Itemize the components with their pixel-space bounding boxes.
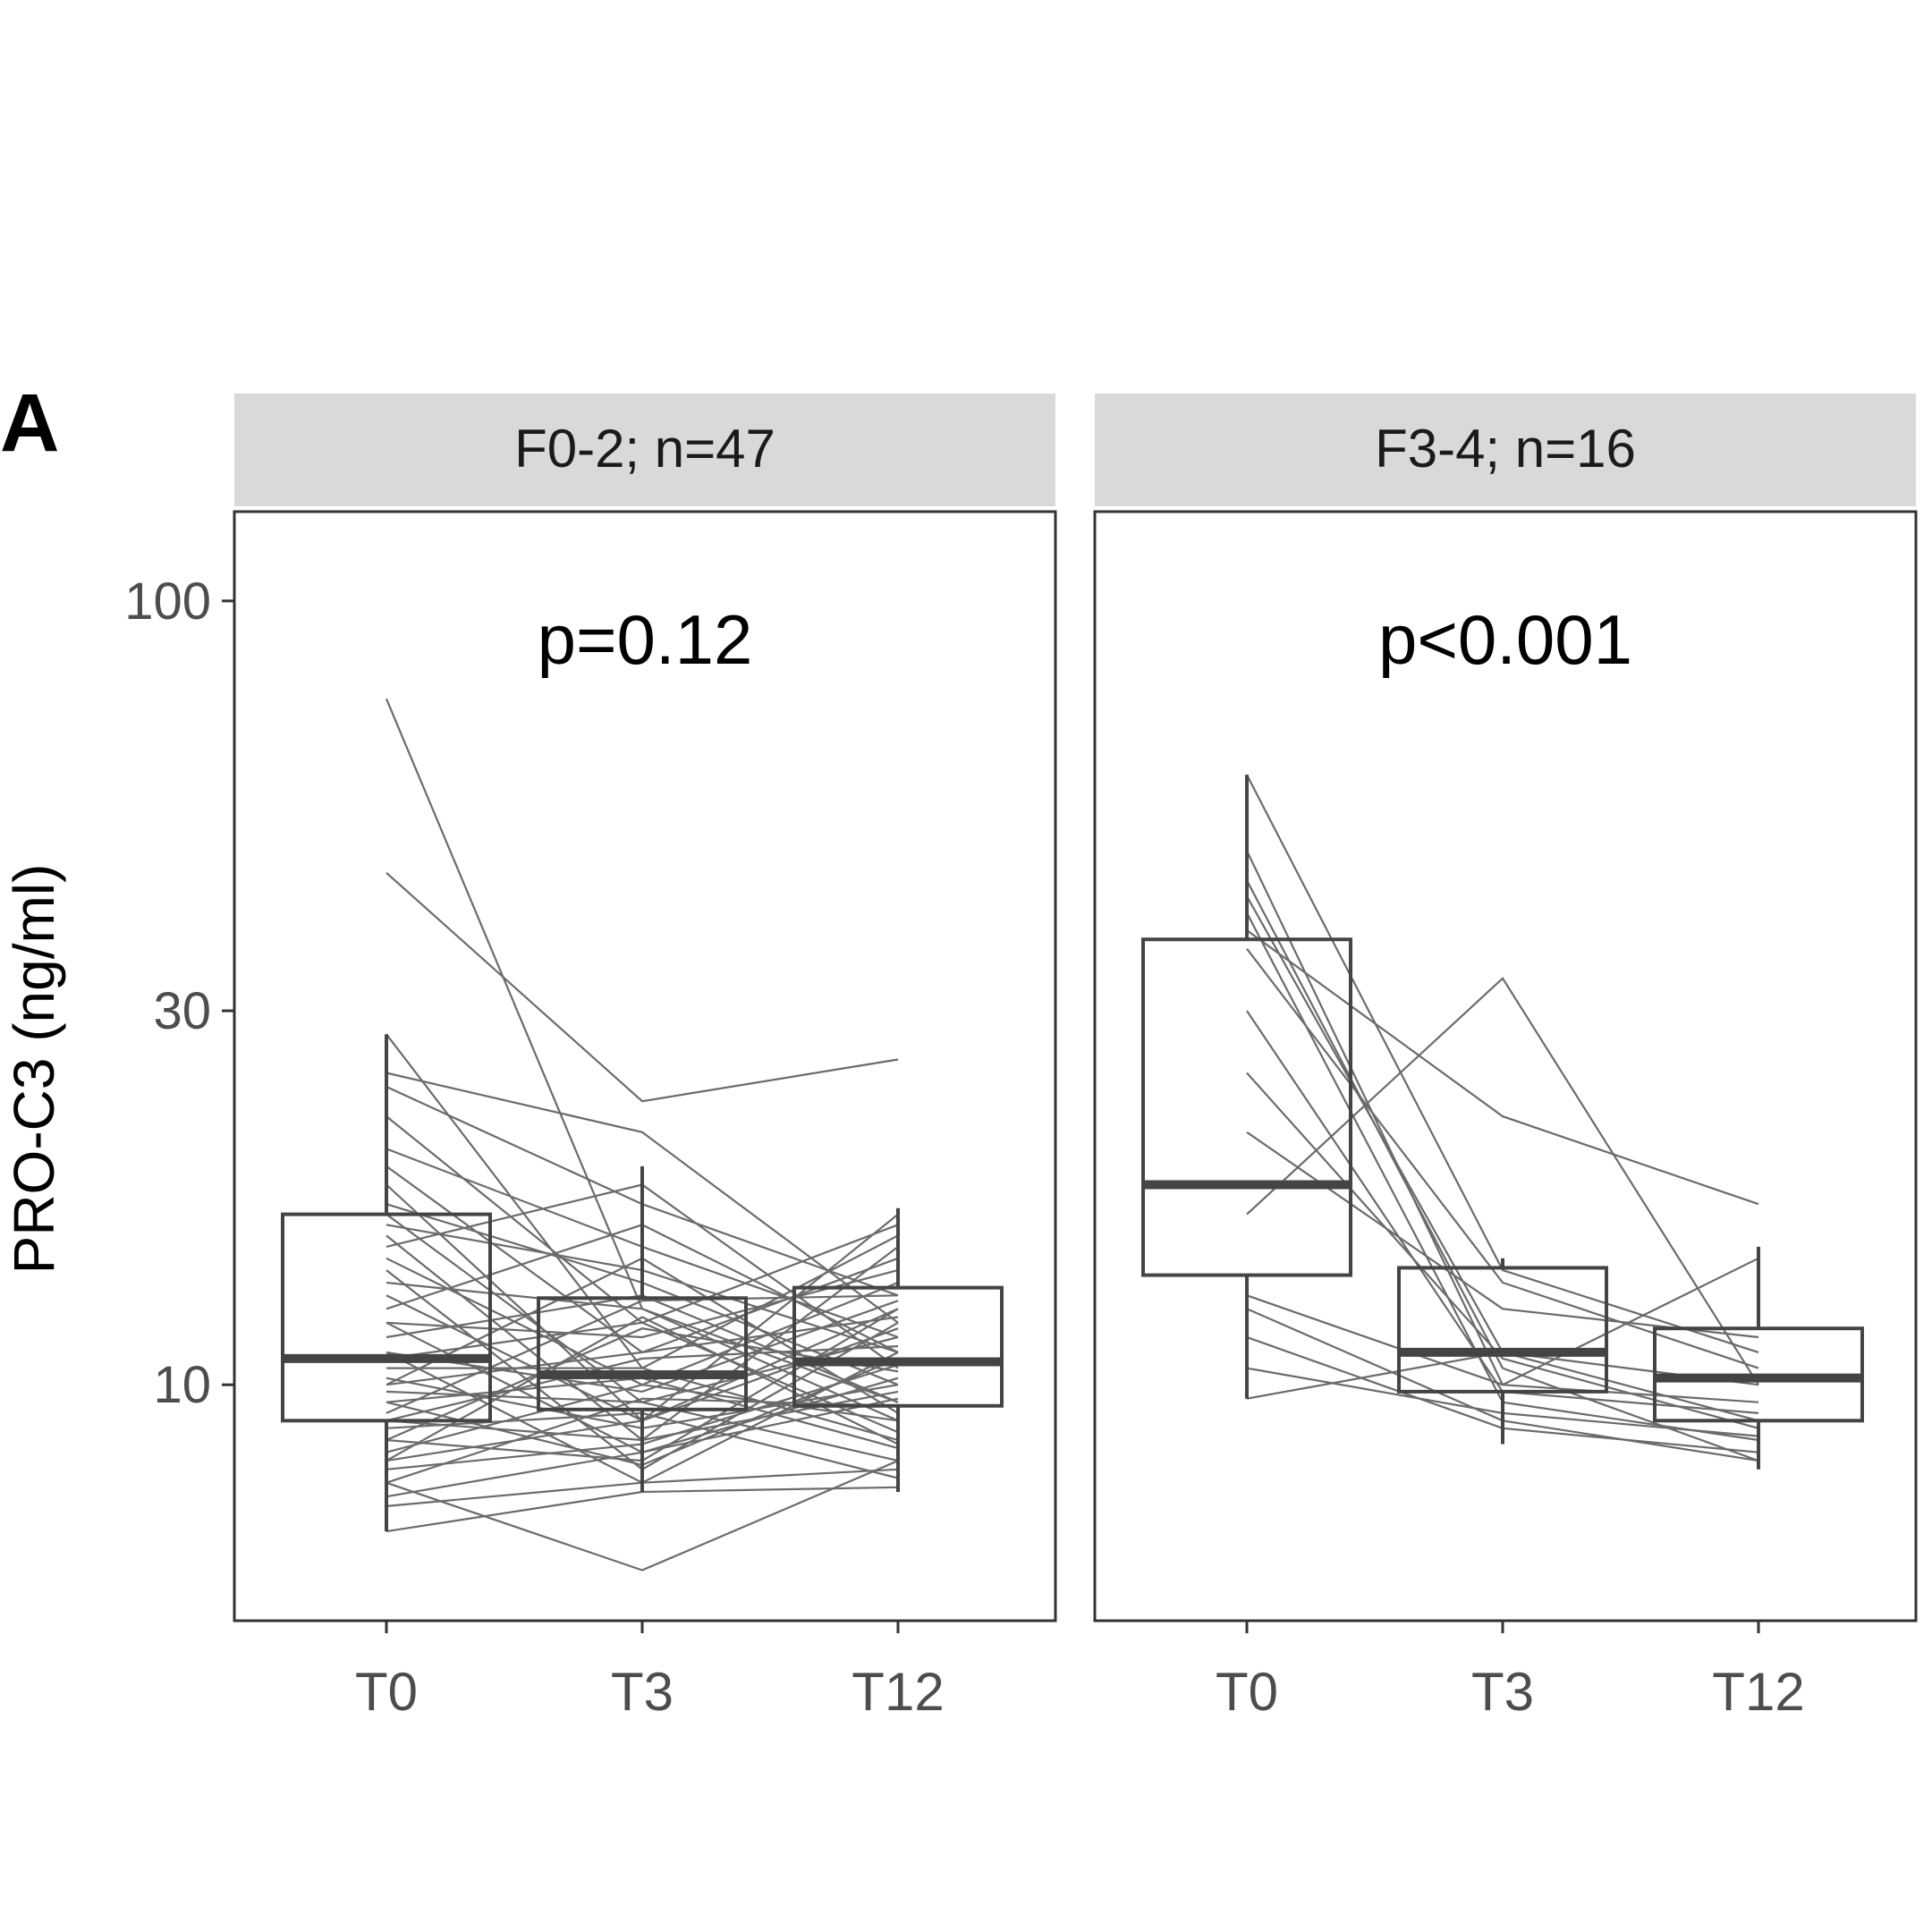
subject-line bbox=[386, 1345, 899, 1422]
y-axis: 10 30 100 bbox=[124, 572, 234, 1414]
panel-border bbox=[1093, 510, 1918, 1623]
box-t12 bbox=[1653, 1246, 1864, 1470]
subject-line bbox=[386, 1316, 899, 1462]
subject-line bbox=[1246, 1072, 1759, 1429]
x-tick-label: T0 bbox=[355, 1662, 418, 1722]
p-value: p=0.12 bbox=[538, 600, 753, 679]
subject-line bbox=[386, 1460, 899, 1572]
y-axis-label: PRO-C3 (ng/ml) bbox=[2, 864, 66, 1275]
subject-line bbox=[386, 1281, 899, 1422]
box-body bbox=[281, 1212, 492, 1423]
subject-line bbox=[1246, 1131, 1759, 1339]
facet-panel: F0-2; n=47 p=0.12 T0 T3 T12 bbox=[233, 394, 1057, 1722]
subject-line bbox=[1246, 977, 1759, 1385]
box-body bbox=[1141, 937, 1352, 1277]
x-tick-label: T0 bbox=[1216, 1662, 1278, 1722]
facet-label: F0-2; n=47 bbox=[514, 419, 775, 479]
subject-line bbox=[1246, 912, 1759, 1442]
y-tick-label: 10 bbox=[153, 1356, 211, 1414]
subject-lines bbox=[1246, 774, 1759, 1462]
subject-line bbox=[386, 1234, 899, 1369]
subject-line bbox=[386, 1316, 899, 1386]
panel-border bbox=[233, 510, 1057, 1623]
subject-line bbox=[1246, 879, 1759, 1462]
box-t3 bbox=[1397, 1258, 1608, 1445]
subject-line bbox=[386, 1321, 899, 1434]
box-t12 bbox=[792, 1208, 1004, 1492]
x-tick-label: T3 bbox=[611, 1662, 674, 1722]
facet-strip bbox=[1095, 394, 1916, 506]
p-value: p<0.001 bbox=[1378, 600, 1632, 679]
x-tick-label: T12 bbox=[852, 1662, 944, 1722]
subject-line bbox=[386, 871, 899, 1103]
box-body bbox=[537, 1296, 748, 1411]
facet-panel: F3-4; n=16 p<0.001 T0 T3 T12 bbox=[1093, 394, 1918, 1722]
subject-line bbox=[1246, 948, 1759, 1369]
subject-line bbox=[386, 1072, 899, 1324]
subject-line bbox=[386, 1327, 899, 1442]
facet-label: F3-4; n=16 bbox=[1375, 419, 1636, 479]
subject-line bbox=[386, 1384, 899, 1453]
subject-line bbox=[386, 1269, 899, 1339]
subject-line bbox=[386, 1300, 899, 1394]
y-tick-label: 100 bbox=[124, 572, 211, 631]
subject-line bbox=[386, 1294, 899, 1414]
subject-line bbox=[1246, 929, 1759, 1206]
subject-line bbox=[386, 1397, 899, 1484]
y-tick-label: 30 bbox=[153, 982, 211, 1040]
x-tick-label: T12 bbox=[1712, 1662, 1804, 1722]
box-t3 bbox=[537, 1165, 748, 1492]
box-t0 bbox=[281, 1034, 492, 1532]
box-t0 bbox=[1141, 775, 1352, 1399]
box-body bbox=[1397, 1266, 1608, 1394]
facet-strip bbox=[234, 394, 1055, 506]
subject-line bbox=[1246, 1257, 1759, 1386]
box-body bbox=[792, 1285, 1004, 1408]
subject-line bbox=[386, 1486, 899, 1533]
facets: F0-2; n=47 p=0.12 T0 T3 T12 F3-4; n=16 p<0.001… bbox=[233, 394, 1918, 1722]
x-tick-label: T3 bbox=[1471, 1662, 1534, 1722]
panel-letter: A bbox=[0, 377, 59, 469]
